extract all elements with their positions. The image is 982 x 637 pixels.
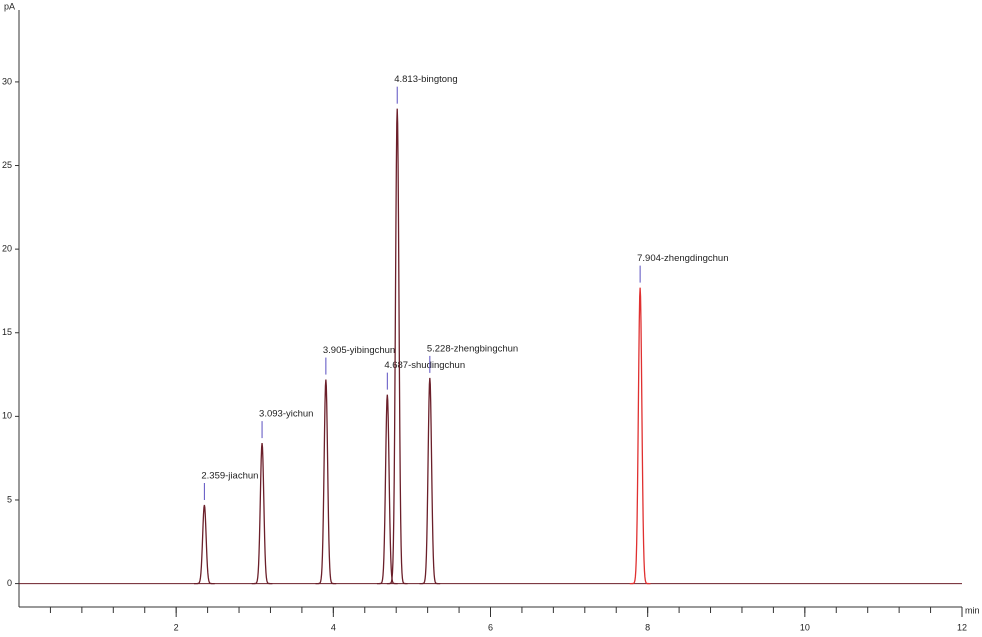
- y-tick-label: 25: [2, 160, 12, 170]
- x-tick-label: 2: [174, 622, 179, 632]
- y-tick-label: 5: [7, 494, 12, 504]
- peak: [419, 377, 441, 585]
- x-tick-label: 8: [645, 622, 650, 632]
- y-tick-label: 30: [2, 76, 12, 86]
- x-axis-label: min: [965, 605, 980, 615]
- peak: [629, 287, 651, 585]
- peak: [376, 394, 398, 585]
- x-tick-label: 10: [800, 622, 810, 632]
- peak: [251, 443, 273, 585]
- peak-label: 4.687-shudingchun: [384, 360, 465, 371]
- peak: [386, 108, 408, 585]
- x-tick-label: 4: [331, 622, 336, 632]
- peak: [315, 379, 337, 585]
- y-tick-label: 10: [2, 411, 12, 421]
- y-tick-label: 20: [2, 244, 12, 254]
- peak-label: 4.813-bingtong: [394, 74, 457, 85]
- y-axis-label: pA: [4, 1, 15, 11]
- x-tick-label: 6: [488, 622, 493, 632]
- peak-label: 7.904-zhengdingchun: [637, 253, 728, 264]
- peak-label: 2.359-jiachun: [201, 471, 258, 482]
- peak-label: 3.093-yichun: [259, 409, 313, 420]
- peak-label: 5.228-zhengbingchun: [427, 343, 518, 354]
- peak-label: 3.905-yibingchun: [323, 345, 395, 356]
- peak: [194, 504, 215, 585]
- y-tick-label: 15: [2, 327, 12, 337]
- y-tick-label: 0: [7, 578, 12, 588]
- x-tick-label: 12: [957, 622, 967, 632]
